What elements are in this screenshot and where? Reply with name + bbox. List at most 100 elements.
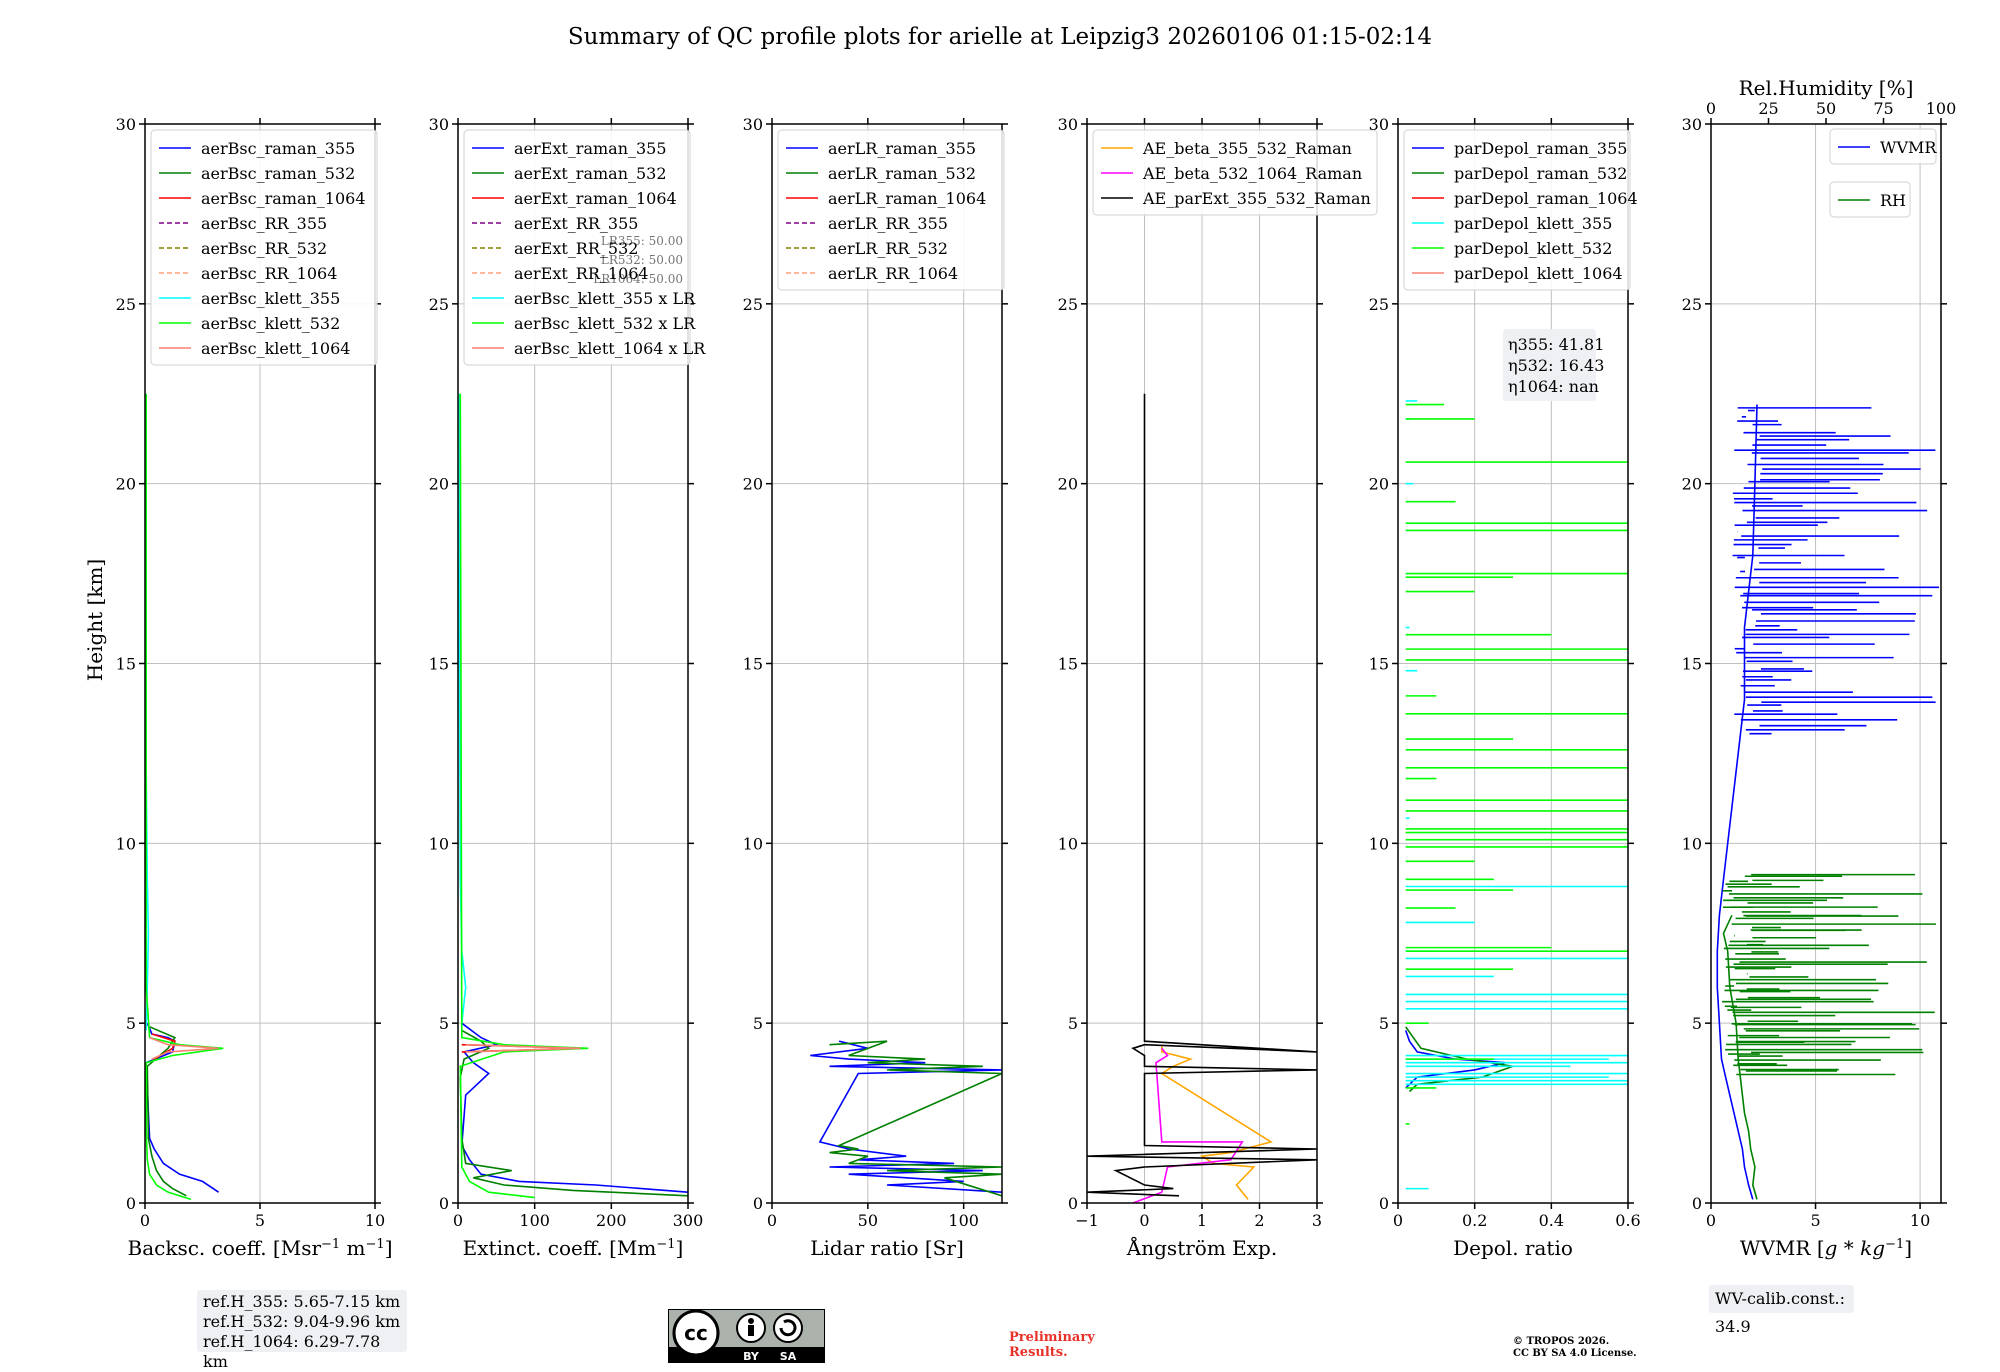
data-group — [810, 1040, 1002, 1197]
lr-annotation: LR1064: 50.00 — [593, 272, 683, 286]
y-tick-label: 25 — [1058, 295, 1078, 314]
cc-sa-label: SA — [780, 1350, 797, 1363]
legend-entry: aerLR_raman_355 — [828, 139, 976, 158]
y-tick-label: 30 — [1058, 115, 1078, 134]
legend-entry: RH — [1880, 191, 1906, 210]
y-tick-label: 0 — [126, 1194, 136, 1213]
series-aerExt_raman_532 — [459, 1029, 688, 1197]
series-aerLR_raman_532 — [829, 1040, 1002, 1197]
data-group — [458, 393, 688, 1199]
x-tick-label: 0 — [767, 1211, 777, 1230]
x-tick-label: 0 — [140, 1211, 150, 1230]
x-tick-label: 0 — [1139, 1211, 1149, 1230]
data-group — [145, 393, 224, 1201]
x-tick-label: 5 — [255, 1211, 265, 1230]
x-tick-label: 0 — [1706, 1211, 1716, 1230]
svg-text:cc: cc — [684, 1321, 708, 1345]
top-x-tick-label: 0 — [1706, 99, 1716, 118]
copyright-line-1: © TROPOS 2026. — [1513, 1336, 1610, 1347]
top-x-tick-label: 50 — [1816, 99, 1836, 118]
legend-entry: parDepol_raman_532 — [1454, 164, 1627, 183]
x-axis-label-part: g * kg — [1825, 1236, 1885, 1260]
legend-box — [777, 129, 1005, 291]
legend-entry: parDepol_klett_1064 — [1454, 264, 1623, 283]
legend-box — [150, 129, 378, 366]
y-tick-label: 5 — [1068, 1014, 1078, 1033]
x-axis-label: Extinct. coeff. [Mm−1] — [463, 1236, 684, 1260]
legend-entry: aerBsc_raman_532 — [201, 164, 355, 183]
x-tick-label: 50 — [858, 1211, 878, 1230]
x-tick-label: 100 — [519, 1211, 550, 1230]
x-axis-label: Backsc. coeff. [Msr−1 m−1] — [128, 1236, 393, 1260]
legend-entry: aerLR_RR_355 — [828, 214, 948, 233]
legend-entry: aerBsc_raman_355 — [201, 139, 355, 158]
x-axis-label: Lidar ratio [Sr] — [810, 1236, 964, 1260]
series-aerBsc_klett_532 — [145, 393, 224, 1201]
legend-entry: aerLR_RR_532 — [828, 239, 948, 258]
legend: AE_beta_355_532_Raman AE_beta_532_1064_Ra… — [1092, 129, 1378, 216]
top-x-tick-label: 25 — [1758, 99, 1778, 118]
y-tick-label: 25 — [1369, 295, 1389, 314]
x-tick-label: 2 — [1254, 1211, 1264, 1230]
y-tick-label: 30 — [1682, 115, 1702, 134]
preliminary-line-2: Results. — [1009, 1345, 1068, 1360]
x-tick-label: −1 — [1075, 1211, 1099, 1230]
x-axis-label-part: Ångström Exp. — [1126, 1235, 1277, 1260]
y-tick-label: 30 — [116, 115, 136, 134]
legend-entry: aerBsc_klett_532 — [201, 314, 340, 333]
legend-entry: aerBsc_klett_355 x LR — [514, 289, 696, 308]
y-tick-label: 10 — [1058, 834, 1078, 853]
cc-by-sa-logo: cc BY SA — [668, 1309, 825, 1363]
series-aerBsc_klett_1064 — [149, 1036, 219, 1060]
eta-box — [1503, 329, 1596, 401]
legend-entry: AE_parExt_355_532_Raman — [1142, 189, 1371, 208]
x-tick-label: 5 — [1810, 1211, 1820, 1230]
x-tick-label: 200 — [596, 1211, 627, 1230]
y-tick-label: 15 — [1369, 655, 1389, 674]
legend-entry: AE_beta_355_532_Raman — [1142, 139, 1352, 158]
axes-frame — [457, 123, 689, 1204]
x-axis-label-part: Lidar ratio [Sr] — [810, 1236, 964, 1260]
x-tick-label: 10 — [1910, 1211, 1930, 1230]
y-tick-label: 30 — [1369, 115, 1389, 134]
series-WVMR — [1716, 404, 1758, 1200]
y-tick-label: 30 — [743, 115, 763, 134]
ref-height-1064: ref.H_1064: 6.29-7.78 km — [203, 1332, 381, 1371]
data-group — [1716, 404, 1940, 1200]
y-tick-label: 20 — [1058, 475, 1078, 494]
legend-entry: aerExt_raman_355 — [514, 139, 667, 158]
y-tick-label: 0 — [753, 1194, 763, 1213]
legend-entry: aerBsc_RR_355 — [201, 214, 327, 233]
height-axis-label: Height [km] — [83, 559, 107, 681]
y-tick-label: 20 — [1682, 475, 1702, 494]
x-tick-label: 0.2 — [1462, 1211, 1487, 1230]
y-tick-label: 20 — [116, 475, 136, 494]
x-axis-label-part: WVMR [ — [1740, 1236, 1825, 1260]
data-group — [1087, 393, 1317, 1203]
y-tick-label: 10 — [1369, 834, 1389, 853]
cc-by-label: BY — [743, 1350, 760, 1363]
axes-frame — [771, 123, 1003, 1204]
reference-heights-box: ref.H_355: 5.65-7.15 km ref.H_532: 9.04-… — [197, 1290, 407, 1371]
eta-annotation: η1064: nan — [1508, 377, 1599, 396]
x-tick-label: 100 — [948, 1211, 979, 1230]
x-axis-label: Ångström Exp. — [1126, 1235, 1277, 1260]
legend: WVMR — [1829, 128, 1937, 165]
series-aerBsc_klett_532 x LR — [459, 393, 589, 1199]
x-tick-label: 0.6 — [1615, 1211, 1640, 1230]
x-tick-label: 0.4 — [1539, 1211, 1564, 1230]
y-tick-label: 20 — [429, 475, 449, 494]
y-tick-label: 10 — [743, 834, 763, 853]
x-tick-label: 1 — [1197, 1211, 1207, 1230]
legend-entry: aerBsc_klett_532 x LR — [514, 314, 696, 333]
ref-height-355: ref.H_355: 5.65-7.15 km — [203, 1292, 401, 1311]
legend-entry: aerBsc_RR_532 — [201, 239, 327, 258]
legend-entry: parDepol_raman_355 — [1454, 139, 1627, 158]
x-tick-label: 10 — [365, 1211, 385, 1230]
y-tick-label: 20 — [1369, 475, 1389, 494]
x-axis-label-part: −1 — [1885, 1237, 1904, 1252]
series-aerBsc_klett_1064 x LR — [465, 1043, 581, 1053]
y-tick-label: 15 — [743, 655, 763, 674]
legend-entry: aerExt_RR_1064 — [514, 264, 649, 283]
